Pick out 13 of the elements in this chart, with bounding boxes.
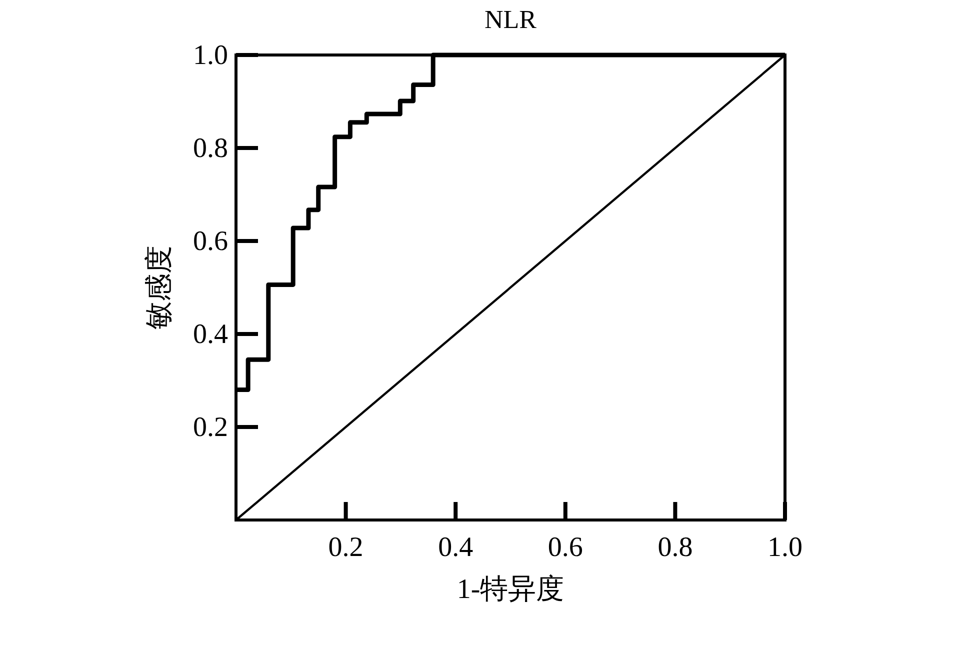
y-tick-label: 0.8 bbox=[193, 133, 228, 164]
y-tick-label: 0.4 bbox=[193, 319, 228, 350]
chart-title: NLR bbox=[484, 5, 538, 34]
x-tick-label: 0.6 bbox=[548, 532, 583, 563]
x-tick-label: 0.8 bbox=[658, 532, 693, 563]
y-tick-label: 0.6 bbox=[193, 226, 228, 257]
y-axis-title: 敏感度 bbox=[144, 246, 175, 330]
y-tick-label: 0.2 bbox=[193, 412, 228, 443]
x-tick-label: 0.4 bbox=[438, 532, 474, 563]
x-tick-label: 0.2 bbox=[328, 532, 364, 563]
x-axis-title: 1-特异度 bbox=[456, 574, 564, 605]
x-tick-label: 1.0 bbox=[768, 532, 802, 563]
y-tick-label: 1.0 bbox=[193, 40, 228, 71]
